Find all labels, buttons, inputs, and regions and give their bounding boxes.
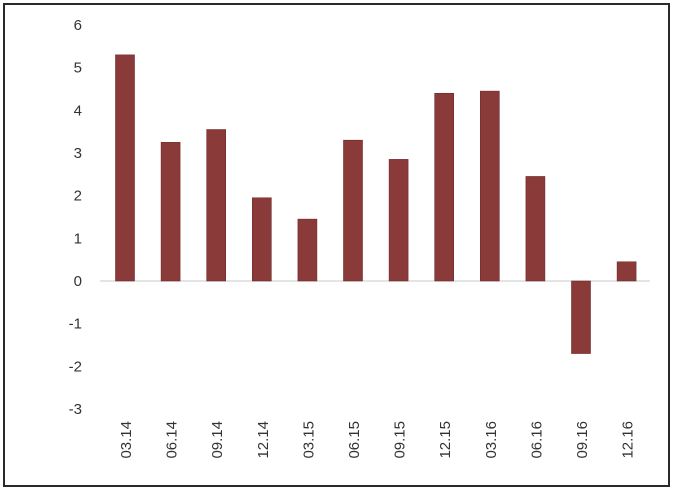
bar-06.14	[160, 142, 181, 282]
y-tick-label: 2	[74, 188, 82, 205]
y-tick-label: 4	[74, 102, 82, 119]
x-tick-label: 03.15	[300, 421, 317, 459]
bar-03.14	[115, 54, 135, 282]
bar-09.16	[571, 280, 591, 354]
y-tick-label: 0	[74, 273, 82, 290]
bar-12.15	[434, 92, 455, 282]
y-tick-label: 1	[74, 230, 82, 247]
bar-12.16	[616, 261, 637, 282]
x-tick-label: 06.14	[164, 421, 181, 459]
y-tick-label: -1	[69, 316, 82, 333]
x-tick-label: 09.16	[574, 421, 591, 459]
bar-12.14	[252, 197, 272, 282]
x-tick-label: 06.15	[346, 421, 363, 459]
x-tick-label: 06.16	[528, 421, 545, 459]
bar-03.15	[297, 218, 318, 282]
x-tick-label: 12.16	[620, 421, 637, 459]
x-tick-label: 03.16	[483, 421, 500, 459]
bar-06.16	[525, 176, 546, 282]
y-tick-label: 5	[74, 60, 82, 77]
y-tick-label: 6	[74, 17, 82, 34]
x-tick-label: 12.15	[437, 421, 454, 459]
bar-09.14	[206, 129, 226, 282]
chart-frame	[3, 3, 670, 487]
y-tick-label: -3	[69, 401, 82, 418]
bar-09.15	[388, 159, 409, 282]
x-tick-label: 12.14	[255, 421, 272, 459]
y-tick-label: -2	[69, 358, 82, 375]
x-tick-label: 03.14	[118, 421, 135, 459]
bars	[115, 54, 637, 354]
y-axis-ticks: -3 -2 -1 0 1 2 3 4 5 6	[69, 17, 82, 418]
x-tick-label: 09.15	[392, 421, 409, 459]
x-tick-label: 09.14	[209, 421, 226, 459]
y-tick-label: 3	[74, 145, 82, 162]
bar-06.15	[343, 139, 363, 282]
bar-03.16	[479, 90, 500, 282]
x-axis-ticks: 03.14 06.14 09.14 12.14 03.15 06.15 09.15 12.15…	[118, 421, 637, 459]
